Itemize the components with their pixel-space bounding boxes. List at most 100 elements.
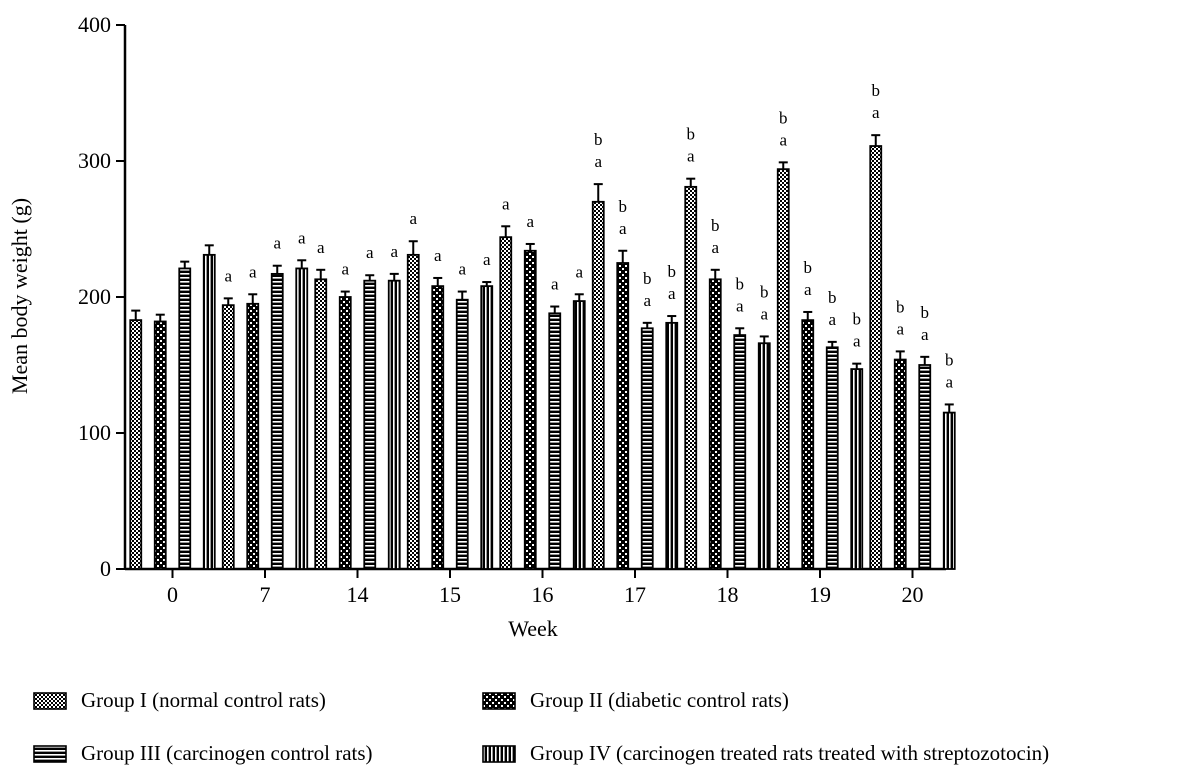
y-tick-label: 300 — [78, 148, 111, 173]
significance-label: a — [409, 209, 417, 228]
significance-label: a — [224, 266, 232, 285]
bar — [315, 279, 326, 569]
significance-label: a — [483, 250, 491, 269]
significance-label: a — [575, 262, 583, 281]
significance-label: a — [341, 260, 349, 279]
significance-label: a — [921, 325, 929, 344]
bar — [481, 286, 492, 569]
x-tick-label: 0 — [167, 582, 178, 607]
x-tick-label: 18 — [717, 582, 739, 607]
significance-label: b — [619, 197, 628, 216]
significance-label: a — [502, 194, 510, 213]
y-tick-label: 0 — [100, 556, 111, 581]
bar — [685, 187, 696, 569]
bar — [389, 281, 400, 569]
significance-label: b — [872, 81, 881, 100]
significance-label: a — [643, 291, 651, 310]
significance-label: b — [736, 274, 745, 293]
bar — [247, 304, 258, 569]
significance-label: a — [298, 228, 306, 247]
significance-label: a — [945, 372, 953, 391]
bar — [408, 255, 419, 569]
bar — [500, 237, 511, 569]
significance-label: a — [828, 310, 836, 329]
significance-label: a — [458, 260, 466, 279]
significance-label: b — [896, 297, 905, 316]
significance-label: b — [643, 269, 652, 288]
significance-label: b — [828, 288, 837, 307]
significance-label: b — [921, 303, 930, 322]
bar — [364, 281, 375, 569]
bar — [574, 301, 585, 569]
x-axis-title: Week — [508, 616, 558, 641]
y-tick-label: 400 — [78, 12, 111, 37]
bar — [759, 343, 770, 569]
significance-label: b — [594, 130, 603, 149]
x-tick-label: 19 — [809, 582, 831, 607]
bar — [525, 251, 536, 569]
significance-label: a — [317, 238, 325, 257]
significance-label: a — [896, 319, 904, 338]
significance-label: a — [273, 234, 281, 253]
bar — [734, 335, 745, 569]
bar — [272, 274, 283, 569]
bar — [340, 297, 351, 569]
significance-label: b — [711, 216, 720, 235]
significance-label: a — [804, 280, 812, 299]
significance-label: a — [434, 246, 442, 265]
x-tick-label: 15 — [439, 582, 461, 607]
significance-label: a — [526, 212, 534, 231]
significance-label: a — [760, 304, 768, 323]
significance-label: b — [853, 310, 862, 329]
bar — [666, 323, 677, 569]
bar — [204, 255, 215, 569]
significance-label: b — [668, 262, 677, 281]
significance-label: a — [736, 296, 744, 315]
significance-label: a — [779, 130, 787, 149]
significance-label: a — [619, 219, 627, 238]
significance-label: a — [551, 275, 559, 294]
bar — [919, 365, 930, 569]
bar — [642, 328, 653, 569]
bar — [710, 279, 721, 569]
x-tick-label: 7 — [260, 582, 271, 607]
bar — [223, 305, 234, 569]
x-tick-label: 17 — [624, 582, 646, 607]
x-tick-label: 16 — [532, 582, 554, 607]
y-axis-title: Mean body weight (g) — [7, 198, 32, 394]
significance-label: a — [687, 147, 695, 166]
bar — [851, 369, 862, 569]
significance-label: b — [779, 108, 788, 127]
significance-label: b — [760, 282, 769, 301]
significance-label: a — [594, 152, 602, 171]
bar — [870, 146, 881, 569]
x-tick-label: 14 — [347, 582, 369, 607]
bar — [179, 268, 190, 569]
bar — [457, 300, 468, 569]
bar — [155, 321, 166, 569]
significance-label: a — [668, 284, 676, 303]
bar — [593, 202, 604, 569]
significance-label: a — [390, 242, 398, 261]
significance-label: b — [804, 258, 813, 277]
y-tick-label: 200 — [78, 284, 111, 309]
bar — [130, 320, 141, 569]
significance-label: a — [872, 103, 880, 122]
bar — [549, 313, 560, 569]
bar — [432, 286, 443, 569]
bar — [617, 263, 628, 569]
x-tick-label: 20 — [902, 582, 924, 607]
significance-label: a — [249, 262, 257, 281]
significance-label: a — [853, 332, 861, 351]
bar — [895, 360, 906, 569]
bar — [827, 347, 838, 569]
significance-label: a — [711, 238, 719, 257]
bar — [944, 413, 955, 569]
y-tick-label: 100 — [78, 420, 111, 445]
significance-label: b — [687, 125, 696, 144]
significance-label: a — [366, 243, 374, 262]
significance-label: b — [945, 350, 954, 369]
bar — [296, 268, 307, 569]
bar — [778, 169, 789, 569]
